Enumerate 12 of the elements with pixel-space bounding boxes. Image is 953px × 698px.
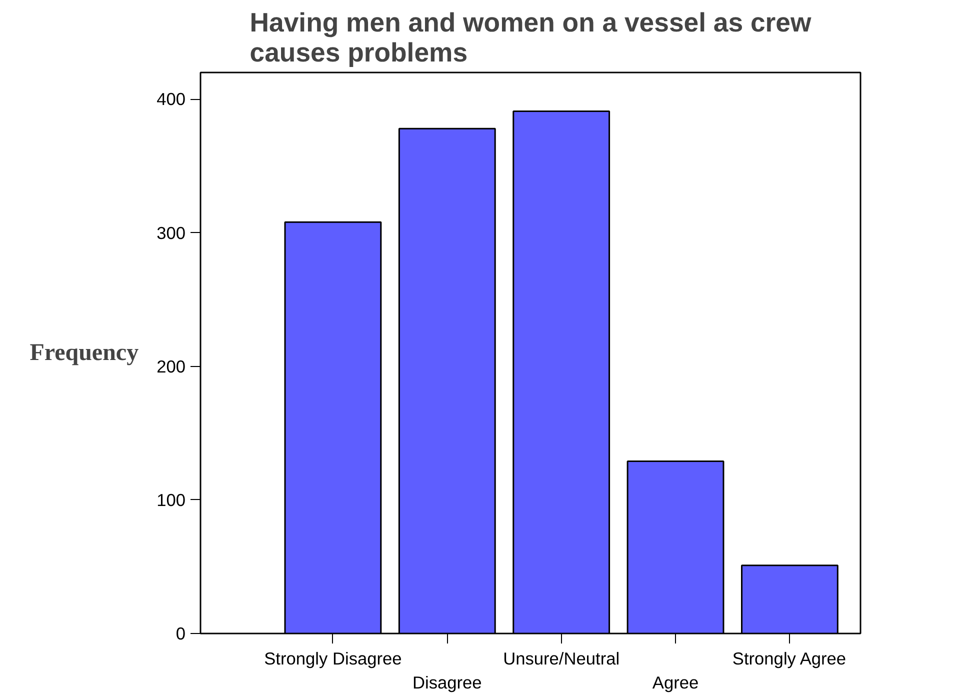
x-tick-label: Strongly Agree: [732, 648, 846, 668]
y-tick-label: 200: [156, 356, 186, 376]
x-tick-label: Strongly Disagree: [264, 648, 402, 668]
chart-title: Having men and women on a vessel as crew causes problems: [250, 8, 812, 68]
y-tick-label: 100: [156, 490, 186, 510]
y-tick-label: 0: [176, 624, 186, 644]
x-tick-label: Unsure/Neutral: [503, 648, 620, 668]
y-axis-title: Frequency: [30, 340, 139, 366]
x-tick-label: Disagree: [412, 672, 482, 692]
y-tick-label: 400: [156, 89, 186, 110]
y-tick-label: 300: [156, 222, 186, 243]
x-tick-label: Agree: [652, 672, 699, 692]
